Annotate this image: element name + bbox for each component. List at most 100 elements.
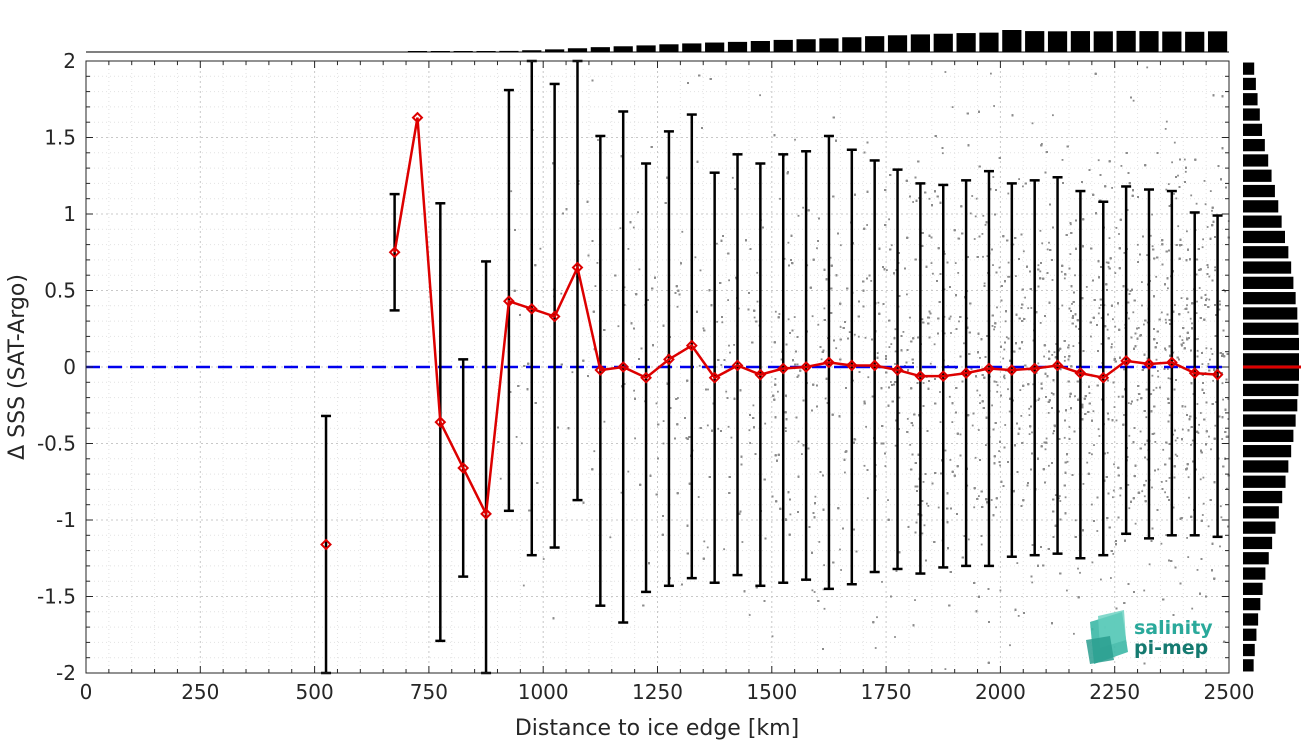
scatter-point [772,635,774,637]
scatter-point [749,614,751,616]
scatter-point [923,481,925,483]
scatter-point [887,499,889,501]
scatter-point [1211,210,1213,212]
scatter-point [975,216,977,218]
scatter-point [886,269,888,271]
scatter-point [960,434,962,436]
scatter-point [958,321,960,323]
scatter-point [1091,504,1093,506]
scatter-point [1118,233,1120,235]
scatter-point [716,243,718,245]
scatter-point [1151,487,1153,489]
scatter-point [677,306,679,308]
scatter-point [1045,448,1047,450]
scatter-point [875,647,877,649]
scatter-point [1162,449,1164,451]
scatter-point [604,421,606,423]
scatter-point [1073,633,1075,635]
scatter-point [785,427,787,429]
scatter-point [923,382,925,384]
scatter-point [1116,420,1118,422]
scatter-point [1205,203,1207,205]
scatter-point [1165,322,1167,324]
scatter-point [756,272,758,274]
scatter-point [1179,336,1181,338]
scatter-point [1093,410,1095,412]
scatter-point [731,437,733,439]
scatter-point [877,352,879,354]
scatter-point [1208,363,1210,365]
scatter-point [963,342,965,344]
scatter-point [1143,324,1145,326]
scatter-point [1152,245,1154,247]
scatter-point [1157,376,1159,378]
scatter-point [1208,276,1210,278]
scatter-point [1214,269,1216,271]
scatter-point [540,248,542,250]
scatter-point [1027,307,1029,309]
scatter-point [1107,329,1109,331]
scatter-point [999,465,1001,467]
scatter-point [1222,399,1224,401]
scatter-point [728,279,730,281]
scatter-point [1061,305,1063,307]
scatter-point [1112,318,1114,320]
scatter-point [825,398,827,400]
scatter-point [1219,300,1221,302]
scatter-point [798,441,800,443]
scatter-point [1161,481,1163,483]
scatter-point [639,268,641,270]
scatter-point [749,442,751,444]
scatter-point [890,381,892,383]
scatter-point [1114,272,1116,274]
scatter-point [1127,484,1129,486]
scatter-point [982,233,984,235]
scatter-point [1099,435,1101,437]
scatter-point [663,443,665,445]
scatter-point [1031,432,1033,434]
scatter-point [1138,327,1140,329]
scatter-point [628,248,630,250]
scatter-point [1109,237,1111,239]
scatter-point [878,302,880,304]
scatter-point [1200,478,1202,480]
scatter-point [618,325,620,327]
scatter-point [1209,359,1211,361]
scatter-point [1112,496,1114,498]
scatter-point [1100,579,1102,581]
scatter-point [815,496,817,498]
scatter-point [1164,491,1166,493]
scatter-point [721,321,723,323]
scatter-point [1051,392,1053,394]
scatter-point [970,213,972,215]
scatter-point [817,324,819,326]
scatter-point [996,307,998,309]
scatter-point [1098,313,1100,315]
scatter-point [510,190,512,192]
scatter-point [1069,426,1071,428]
scatter-point [1186,230,1188,232]
scatter-point [1184,406,1186,408]
scatter-point [932,273,934,275]
scatter-point [1106,262,1108,264]
scatter-point [839,549,841,551]
scatter-point [914,599,916,601]
scatter-point [1149,563,1151,565]
scatter-point [1015,275,1017,277]
scatter-point [785,430,787,432]
scatter-point [1191,608,1193,610]
scatter-point [1185,171,1187,173]
scatter-point [1073,345,1075,347]
scatter-point [992,325,994,327]
scatter-point [729,352,731,354]
scatter-point [957,272,959,274]
scatter-point [929,198,931,200]
scatter-point [1022,186,1024,188]
scatter-point [1140,431,1142,433]
scatter-point [1135,523,1137,525]
scatter-point [991,499,993,501]
scatter-point [1132,311,1134,313]
scatter-point [1219,546,1221,548]
scatter-point [637,211,639,213]
